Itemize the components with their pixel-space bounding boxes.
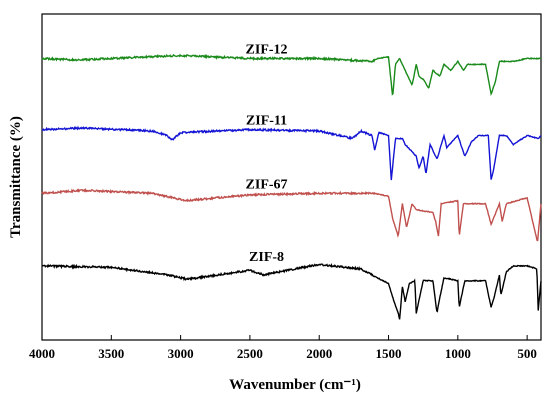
series-line-zif-11 xyxy=(41,125,542,181)
x-tick-layer: 4000 3500 3000 2500 2000 1500 1000 500 xyxy=(29,335,537,361)
x-tick-label: 2500 xyxy=(237,346,263,361)
y-axis-title: Transmittance (%) xyxy=(8,116,24,238)
series-label-zif-67: ZIF-67 xyxy=(246,177,288,192)
plot-frame xyxy=(41,13,542,341)
x-axis-title: Wavenumber (cm⁻¹) xyxy=(229,377,361,393)
series-line-zif-8 xyxy=(41,263,542,320)
x-tick-label: 4000 xyxy=(29,346,55,361)
series-label-zif-8: ZIF-8 xyxy=(249,250,284,265)
series-label-zif-12: ZIF-12 xyxy=(246,42,288,57)
series-line-zif-67 xyxy=(41,187,542,242)
series-line-zif-12 xyxy=(41,53,542,96)
series-label-zif-11: ZIF-11 xyxy=(246,114,287,129)
x-tick-label: 3500 xyxy=(98,346,124,361)
x-tick-label: 500 xyxy=(517,346,537,361)
series-layer xyxy=(41,53,542,320)
series-label-layer: ZIF-12 ZIF-11 ZIF-67 ZIF-8 xyxy=(246,42,288,264)
x-tick-label: 1000 xyxy=(445,346,471,361)
x-tick-label: 2000 xyxy=(306,346,332,361)
x-tick-label: 3000 xyxy=(168,346,194,361)
x-tick-label: 1500 xyxy=(376,346,402,361)
